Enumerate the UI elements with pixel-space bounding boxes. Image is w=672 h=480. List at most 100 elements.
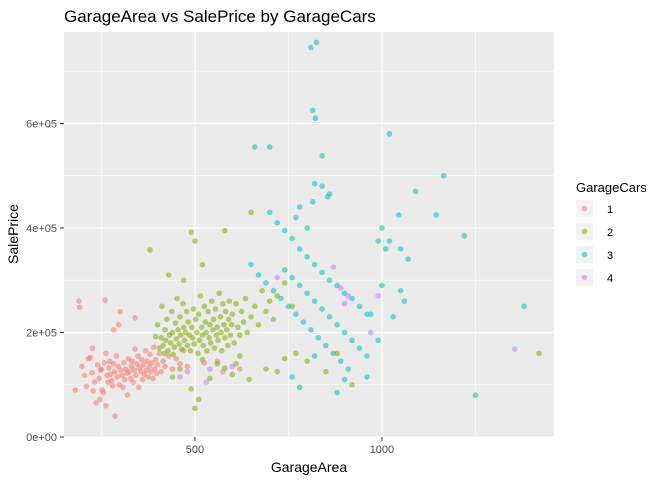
- legend-marker: [581, 228, 588, 235]
- data-point-garagecars-2: [235, 324, 241, 331]
- data-point-garagecars-2: [158, 334, 165, 341]
- data-point-garagecars-2: [223, 327, 230, 333]
- data-point-garagecars-2: [244, 329, 251, 336]
- data-point-garagecars-3: [397, 287, 404, 294]
- data-point-garagecars-3: [309, 107, 316, 114]
- data-point-garagecars-2: [242, 295, 249, 302]
- data-point-garagecars-2: [164, 316, 170, 323]
- data-point-garagecars-2: [215, 337, 221, 344]
- data-point-garagecars-2: [191, 341, 197, 347]
- data-point-garagecars-2: [204, 347, 210, 354]
- data-point-garagecars-2: [169, 374, 176, 380]
- data-point-garagecars-4: [330, 264, 337, 270]
- data-point-garagecars-2: [231, 340, 237, 346]
- data-point-garagecars-3: [367, 311, 374, 317]
- data-point-garagecars-2: [228, 321, 235, 328]
- data-point-garagecars-2: [200, 342, 206, 349]
- data-point-garagecars-1: [117, 308, 123, 315]
- x-tick-label: 1000: [370, 444, 394, 456]
- data-point-garagecars-3: [395, 212, 402, 218]
- data-point-garagecars-2: [263, 308, 269, 315]
- data-point-garagecars-2: [179, 346, 185, 353]
- data-point-garagecars-4: [207, 366, 213, 372]
- data-point-garagecars-1: [162, 363, 168, 370]
- data-point-garagecars-1: [120, 384, 126, 391]
- data-point-garagecars-3: [386, 238, 393, 244]
- legend-title: GarageCars: [576, 180, 647, 195]
- data-point-garagecars-2: [181, 337, 188, 344]
- data-point-garagecars-2: [207, 340, 214, 346]
- data-point-garagecars-1: [184, 363, 191, 370]
- data-point-garagecars-3: [341, 329, 348, 336]
- data-point-garagecars-2: [199, 356, 206, 363]
- data-point-garagecars-2: [213, 332, 220, 338]
- data-point-garagecars-4: [229, 363, 236, 370]
- data-point-garagecars-2: [229, 371, 236, 378]
- data-point-garagecars-3: [323, 342, 329, 349]
- data-point-garagecars-4: [345, 293, 352, 299]
- data-point-garagecars-1: [124, 392, 131, 398]
- data-point-garagecars-2: [270, 316, 277, 323]
- data-point-garagecars-1: [103, 350, 109, 357]
- data-point-garagecars-3: [293, 311, 299, 317]
- data-point-garagecars-1: [114, 374, 120, 380]
- data-point-garagecars-2: [162, 337, 169, 344]
- data-point-garagecars-2: [162, 327, 168, 333]
- data-point-garagecars-3: [311, 261, 318, 268]
- data-point-garagecars-2: [159, 303, 165, 310]
- data-point-garagecars-1: [118, 367, 124, 373]
- data-point-garagecars-2: [281, 280, 288, 286]
- data-point-garagecars-1: [130, 379, 136, 385]
- data-point-garagecars-2: [147, 247, 153, 253]
- data-point-garagecars-2: [180, 300, 186, 307]
- data-point-garagecars-3: [270, 287, 277, 294]
- data-point-garagecars-1: [76, 298, 82, 304]
- data-point-garagecars-3: [345, 366, 352, 372]
- data-point-garagecars-2: [188, 386, 194, 392]
- data-point-garagecars-2: [207, 321, 213, 328]
- data-point-garagecars-1: [79, 363, 85, 370]
- data-point-garagecars-1: [136, 384, 142, 391]
- data-point-garagecars-2: [219, 347, 225, 354]
- data-point-garagecars-3: [263, 280, 269, 286]
- data-point-garagecars-2: [187, 347, 194, 354]
- data-point-garagecars-3: [412, 188, 419, 195]
- data-point-garagecars-1: [139, 356, 145, 363]
- data-point-garagecars-4: [203, 379, 209, 385]
- data-point-garagecars-1: [149, 359, 155, 366]
- data-point-garagecars-2: [274, 368, 281, 375]
- data-point-garagecars-3: [285, 303, 292, 310]
- data-point-garagecars-2: [188, 229, 194, 235]
- data-point-garagecars-2: [281, 355, 288, 362]
- data-point-garagecars-1: [177, 361, 183, 367]
- data-point-garagecars-2: [180, 324, 187, 331]
- data-point-garagecars-2: [259, 287, 266, 294]
- data-point-garagecars-3: [281, 266, 288, 273]
- data-point-garagecars-2: [293, 350, 299, 357]
- data-point-garagecars-3: [382, 246, 389, 252]
- data-point-garagecars-1: [135, 353, 141, 359]
- data-point-garagecars-1: [158, 368, 165, 375]
- data-point-garagecars-1: [126, 368, 133, 375]
- data-point-garagecars-2: [195, 311, 202, 317]
- x-axis-title: GarageArea: [271, 459, 347, 475]
- data-point-garagecars-4: [184, 368, 191, 375]
- data-point-garagecars-2: [203, 329, 209, 336]
- data-point-garagecars-2: [238, 308, 245, 315]
- data-point-garagecars-1: [147, 351, 153, 358]
- data-point-garagecars-1: [131, 367, 138, 373]
- legend-label: 4: [607, 273, 613, 285]
- data-point-garagecars-1: [110, 361, 117, 367]
- data-point-garagecars-2: [248, 209, 254, 216]
- data-point-garagecars-3: [304, 290, 310, 297]
- data-point-garagecars-3: [364, 374, 370, 380]
- data-point-garagecars-1: [152, 356, 159, 363]
- data-point-garagecars-3: [308, 44, 314, 51]
- data-point-garagecars-1: [109, 377, 115, 384]
- data-point-garagecars-3: [397, 246, 404, 252]
- data-point-garagecars-2: [221, 321, 227, 328]
- data-point-garagecars-2: [170, 351, 177, 358]
- data-point-garagecars-2: [196, 337, 203, 344]
- data-point-garagecars-3: [433, 212, 439, 218]
- data-point-garagecars-2: [233, 300, 239, 307]
